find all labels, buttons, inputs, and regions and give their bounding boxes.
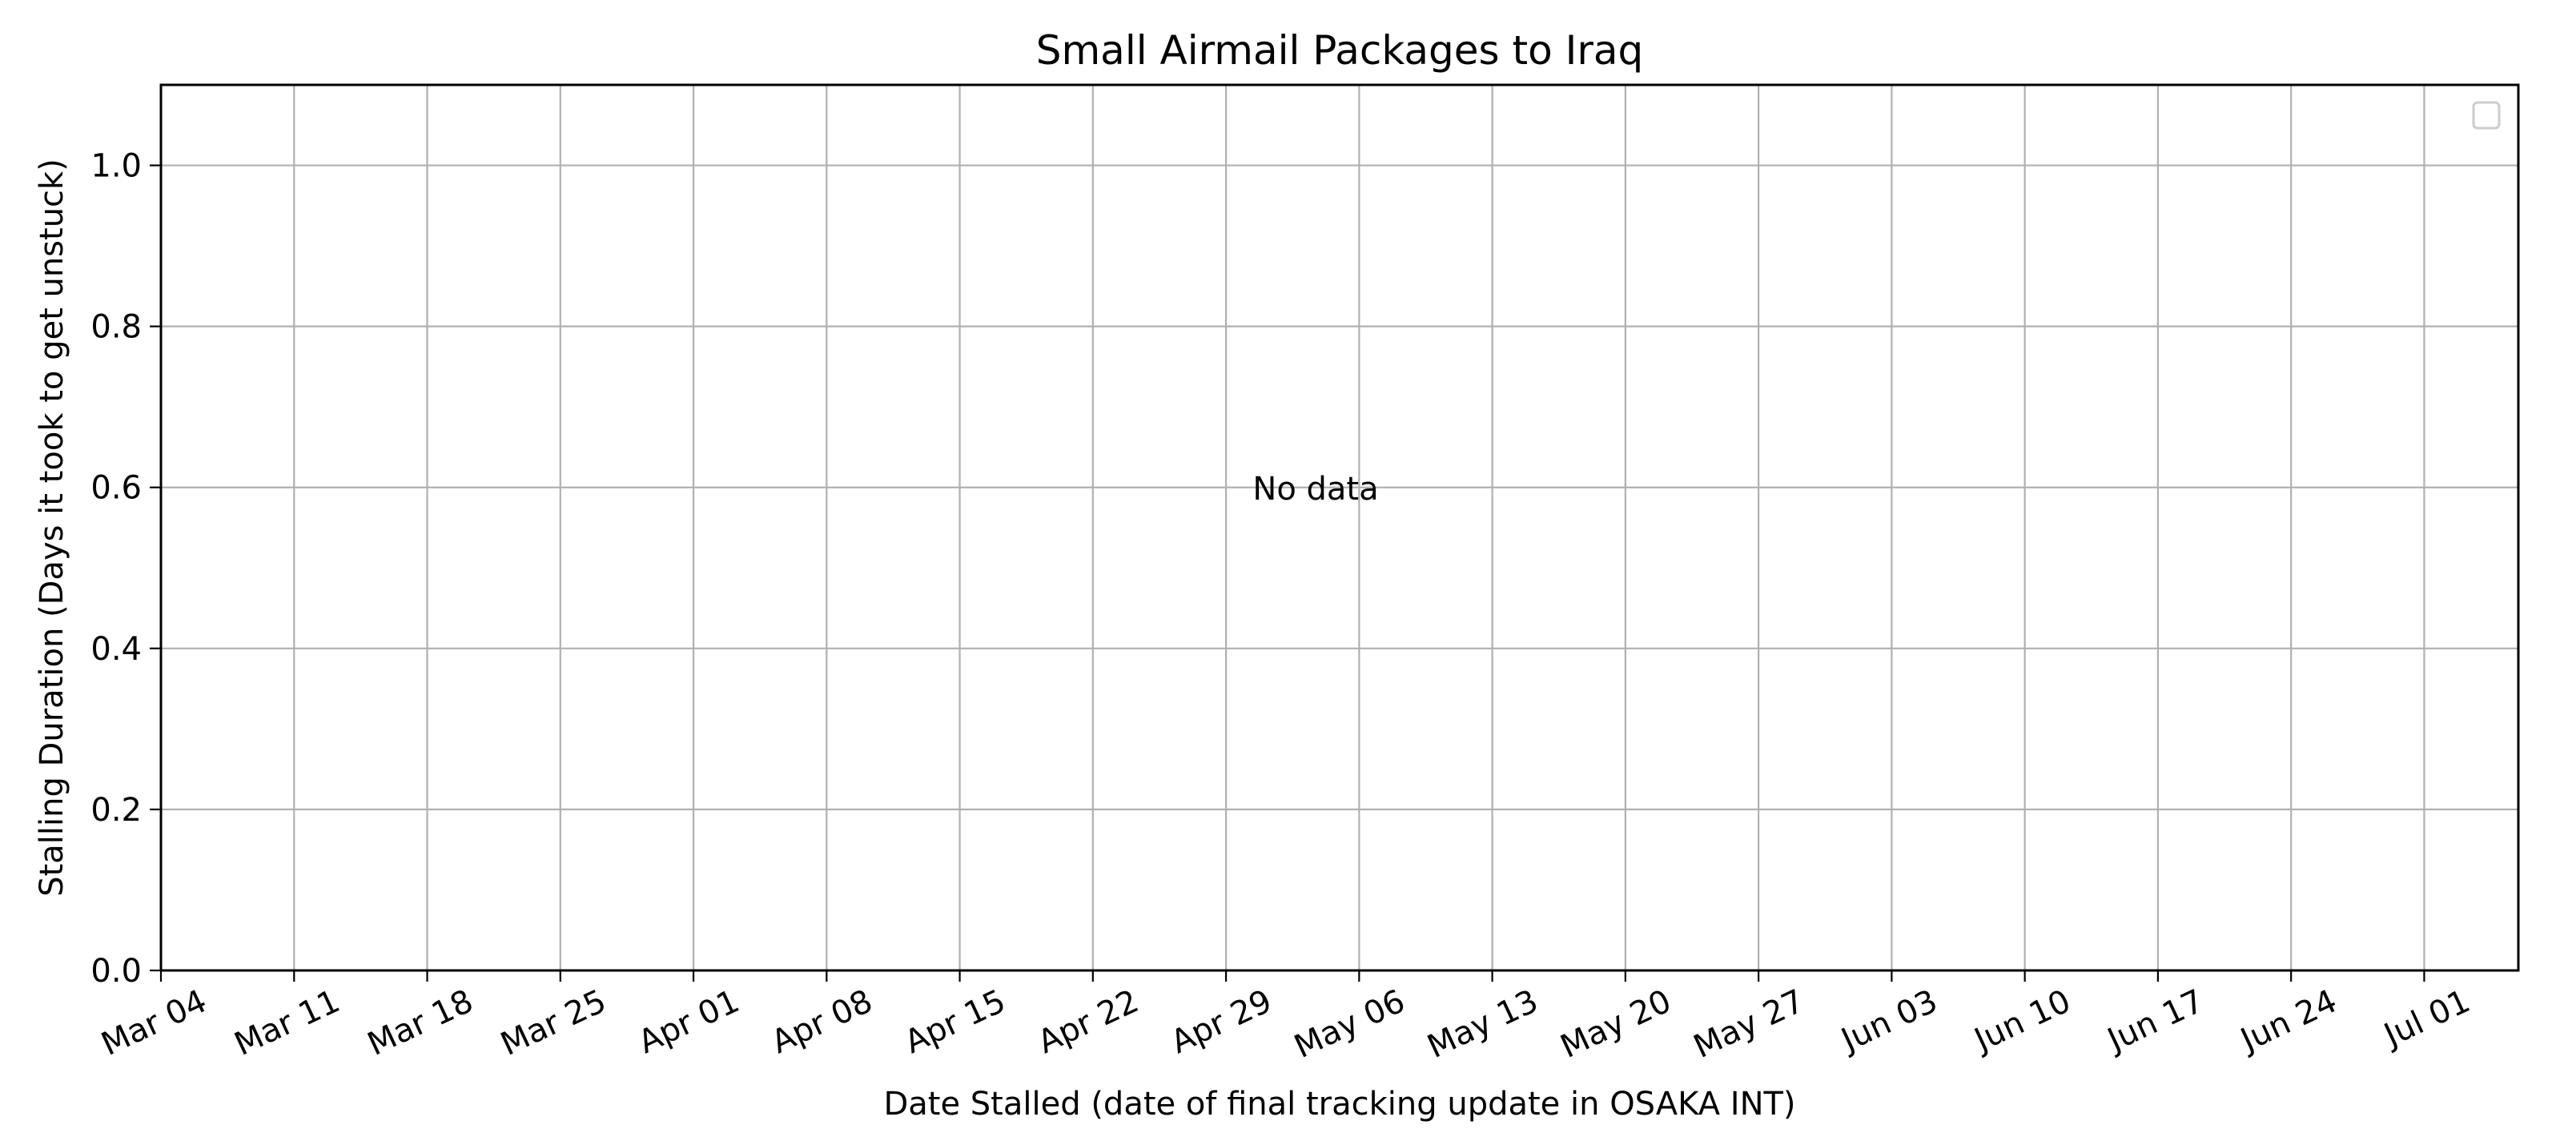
legend-box xyxy=(2472,101,2501,130)
y-tick-label: 0.6 xyxy=(90,470,142,507)
y-tick-label: 0.4 xyxy=(90,631,142,668)
y-tick-label: 0.2 xyxy=(90,792,142,829)
y-tick-label: 0.0 xyxy=(90,953,142,990)
x-axis-label: Date Stalled (date of final tracking upd… xyxy=(883,1086,1795,1123)
y-tick-label: 1.0 xyxy=(90,148,142,185)
no-data-annotation: No data xyxy=(1252,471,1378,508)
chart-title: Small Airmail Packages to Iraq xyxy=(1036,27,1644,74)
y-axis-label: Stalling Duration (Days it took to get u… xyxy=(34,159,70,897)
y-tick-label: 0.8 xyxy=(90,309,142,346)
plot-area xyxy=(159,83,2520,972)
